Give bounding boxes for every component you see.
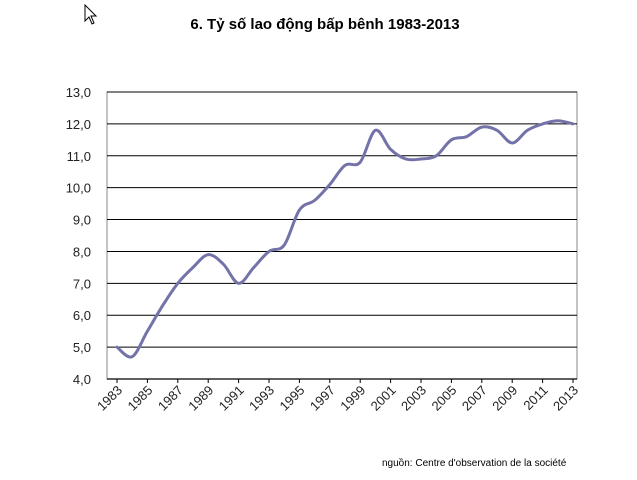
y-tick-label: 7,0: [73, 276, 91, 291]
y-tick-label: 13,0: [66, 85, 91, 100]
x-tick-label: 2005: [428, 383, 459, 414]
x-tick-label: 2001: [368, 383, 399, 414]
y-tick-label: 10,0: [66, 181, 91, 196]
x-tick-label: 1995: [276, 383, 307, 414]
y-tick-label: 9,0: [73, 213, 91, 228]
y-tick-label: 6,0: [73, 308, 91, 323]
y-tick-label: 12,0: [66, 117, 91, 132]
y-tick-label: 5,0: [73, 340, 91, 355]
y-tick-label: 8,0: [73, 244, 91, 259]
x-tick-label: 1989: [185, 383, 216, 414]
chart-title: 6. Tỷ số lao động bấp bênh 1983-2013: [190, 16, 460, 33]
x-tick-label: 1993: [246, 383, 277, 414]
x-tick-label: 1985: [124, 383, 155, 414]
x-tick-label: 1983: [94, 383, 125, 414]
y-tick-label: 11,0: [67, 149, 91, 164]
y-tick-label: 4,0: [73, 372, 91, 387]
x-tick-label: 2009: [489, 383, 520, 414]
plot-frame: [106, 91, 578, 380]
x-tick-label: 2003: [398, 383, 429, 414]
x-tick-label: 1987: [155, 383, 186, 414]
x-tick-label: 1999: [337, 383, 368, 414]
series-line: [115, 119, 575, 359]
source-note: nguồn: Centre d'observation de la sociét…: [382, 458, 567, 469]
x-tick-label: 2013: [550, 383, 581, 414]
x-tick-label: 1991: [216, 383, 247, 414]
x-axis: 1983 1985 1987 1989 1991 1993 1995 1997 1999 2001…: [94, 379, 581, 414]
y-axis: 4,0 5,0 6,0 7,0 8,0 9,0 10,0 11,0 12,0 13,0: [66, 85, 91, 387]
x-tick-label: 2011: [520, 383, 550, 413]
grid-lines: [106, 91, 578, 380]
mouse-cursor-icon: [84, 4, 98, 25]
x-tick-label: 1997: [307, 383, 338, 414]
x-tick-label: 2007: [459, 383, 490, 414]
